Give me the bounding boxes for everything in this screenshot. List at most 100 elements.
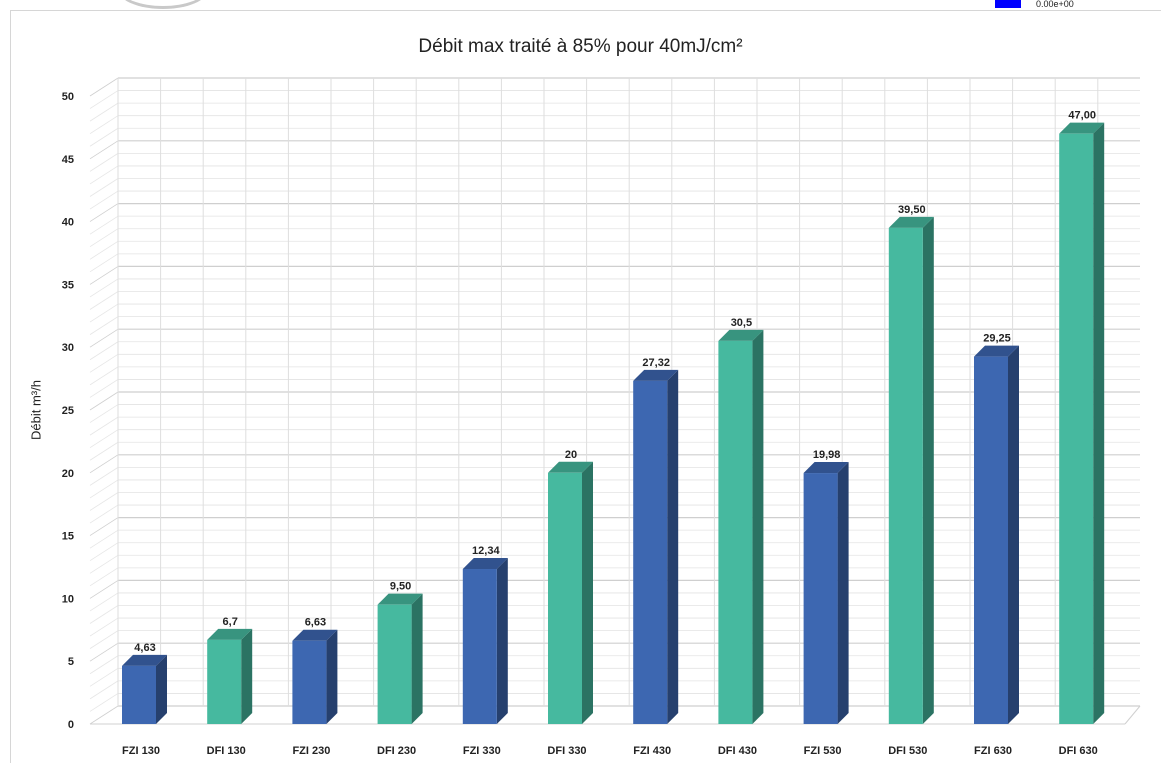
gridline-depth bbox=[89, 190, 119, 210]
gridline-depth bbox=[89, 605, 119, 624]
gridline-depth bbox=[89, 529, 119, 549]
bars-layer bbox=[122, 122, 1105, 725]
gridline-depth bbox=[89, 630, 119, 649]
bar-side bbox=[411, 593, 423, 724]
y-tick-label: 45 bbox=[62, 154, 74, 166]
x-tick-label: DFI 630 bbox=[1059, 745, 1098, 757]
data-label: 6,7 bbox=[223, 616, 238, 628]
gridline-depth bbox=[89, 642, 119, 662]
top-divider bbox=[10, 10, 1161, 11]
bar-top bbox=[803, 462, 849, 474]
bar-side bbox=[1008, 345, 1019, 724]
y-tick-label: 35 bbox=[62, 279, 74, 291]
gridline-depth bbox=[89, 379, 119, 398]
gridline-depth bbox=[89, 328, 119, 348]
data-label: 12,34 bbox=[472, 545, 500, 557]
bar-top bbox=[974, 345, 1019, 357]
bar-top bbox=[718, 329, 764, 341]
bar-top bbox=[548, 461, 593, 473]
gridline-depth bbox=[89, 228, 119, 248]
bar bbox=[122, 665, 156, 724]
gridline-depth bbox=[89, 366, 119, 386]
gridline-depth bbox=[89, 115, 119, 135]
gridline-depth bbox=[89, 617, 119, 637]
gridline-depth bbox=[89, 580, 119, 599]
bar-side bbox=[241, 628, 253, 724]
gridline-depth bbox=[89, 178, 119, 197]
y-tick-label: 30 bbox=[62, 342, 74, 354]
y-tick-label: 10 bbox=[62, 593, 74, 605]
gridline-depth bbox=[89, 77, 119, 97]
gridline-depth bbox=[89, 429, 119, 449]
gridline-depth bbox=[89, 303, 119, 323]
bar bbox=[292, 640, 327, 724]
bar-side bbox=[156, 654, 167, 724]
bar-side bbox=[496, 558, 508, 724]
x-tick-label: FZI 430 bbox=[633, 745, 671, 757]
gridline-depth bbox=[89, 680, 119, 700]
bar-top bbox=[122, 654, 167, 666]
gridline-depth bbox=[89, 693, 119, 712]
y-tick-label: 5 bbox=[68, 656, 74, 668]
chart-frame bbox=[10, 10, 1161, 763]
gridline-depth bbox=[89, 90, 119, 109]
x-tick-label: FZI 330 bbox=[463, 745, 501, 757]
gridline-depth bbox=[89, 215, 119, 235]
bar-top bbox=[888, 216, 934, 228]
gridline-depth bbox=[89, 592, 119, 612]
x-tick-label: FZI 530 bbox=[804, 745, 842, 757]
data-label: 39,50 bbox=[898, 204, 926, 216]
gridline-depth bbox=[89, 140, 119, 160]
bar bbox=[803, 473, 838, 724]
gridline-depth bbox=[89, 504, 119, 524]
bar bbox=[974, 356, 1008, 724]
gridline-depth bbox=[89, 492, 119, 511]
data-label: 9,50 bbox=[390, 581, 411, 593]
gridline-depth bbox=[89, 102, 119, 122]
bar-top bbox=[207, 628, 253, 640]
gridline-depth bbox=[89, 153, 119, 172]
gridline-depth bbox=[89, 316, 119, 335]
data-label: 4,63 bbox=[134, 642, 155, 654]
data-label: 20 bbox=[565, 449, 577, 461]
y-tick-label: 25 bbox=[62, 405, 74, 417]
bar-side bbox=[922, 216, 934, 724]
x-tick-label: FZI 630 bbox=[974, 745, 1012, 757]
x-tick-label: DFI 130 bbox=[207, 745, 246, 757]
bar-side bbox=[837, 462, 849, 724]
x-tick-label: DFI 230 bbox=[377, 745, 416, 757]
data-label: 30,5 bbox=[731, 317, 752, 329]
y-tick-label: 50 bbox=[62, 91, 74, 103]
bar-top bbox=[462, 558, 508, 570]
gridline-depth bbox=[89, 391, 119, 411]
bar bbox=[207, 639, 242, 724]
gridline-depth bbox=[89, 165, 119, 185]
gridline-depth bbox=[89, 341, 119, 361]
data-label: 29,25 bbox=[983, 333, 1011, 345]
gridline-depth bbox=[89, 278, 119, 298]
bar bbox=[718, 340, 753, 724]
gridline-depth bbox=[89, 705, 119, 725]
x-tick-label: FZI 230 bbox=[292, 745, 330, 757]
bar-top bbox=[292, 629, 338, 641]
gridline-depth bbox=[89, 203, 119, 222]
floor-side-edge bbox=[1124, 705, 1141, 725]
y-tick-label: 0 bbox=[68, 719, 74, 731]
gridline-depth bbox=[89, 291, 119, 310]
gridline-depth bbox=[89, 554, 119, 574]
bar-top bbox=[377, 593, 423, 605]
bar-side bbox=[667, 369, 679, 724]
bar-top bbox=[1059, 122, 1105, 134]
gridline-depth bbox=[89, 517, 119, 536]
data-label: 6,63 bbox=[305, 617, 326, 629]
chart-title: Débit max traité à 85% pour 40mJ/cm² bbox=[418, 36, 743, 57]
y-tick-label: 40 bbox=[62, 217, 74, 229]
gridline-depth bbox=[89, 542, 119, 562]
gridline-depth bbox=[89, 467, 119, 486]
gridline-depth bbox=[89, 567, 119, 587]
bar bbox=[377, 604, 412, 724]
x-tick-label: DFI 530 bbox=[888, 745, 927, 757]
colorbar-value: 0.00e+00 bbox=[1036, 0, 1074, 9]
data-label: 47,00 bbox=[1068, 110, 1096, 122]
